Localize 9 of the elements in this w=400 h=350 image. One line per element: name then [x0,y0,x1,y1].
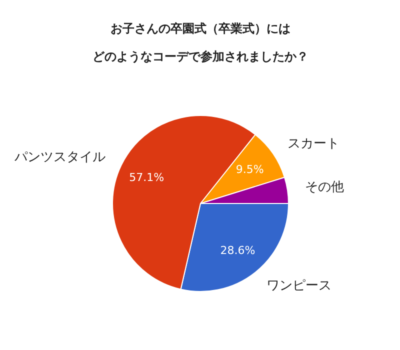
chart-title: お子さんの卒園式（卒業式）には [110,22,290,36]
slice-label: パンツスタイル [13,150,106,166]
data-label: 9.5% [236,163,264,176]
slice-label: その他 [304,180,344,196]
chart-subtitle: どのようなコーデで参加されましたか？ [92,50,308,64]
data-label: 28.6% [220,244,256,257]
slice-label: スカート [288,136,340,152]
data-label: 57.1% [129,171,164,184]
slice-label: ワンピース [266,278,332,294]
